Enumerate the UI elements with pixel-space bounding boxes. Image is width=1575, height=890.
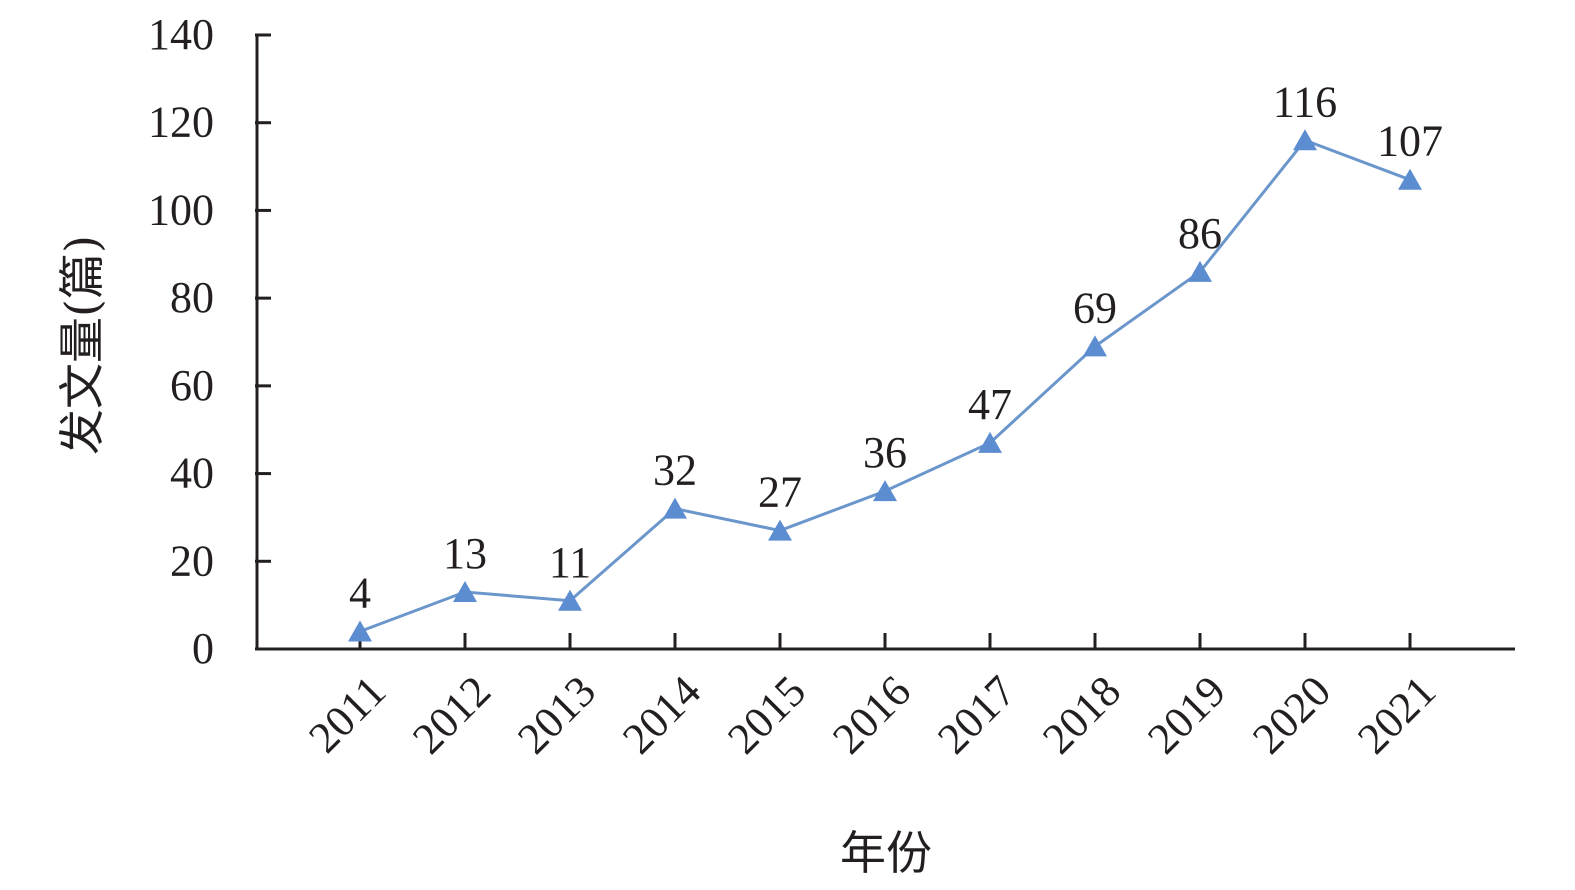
data-point-marker	[978, 431, 1002, 453]
data-point-marker	[663, 497, 687, 519]
x-tick-label: 2011	[299, 666, 395, 762]
x-tick-label: 2020	[1243, 666, 1340, 763]
x-tick-label: 2021	[1348, 666, 1445, 763]
data-label: 69	[1073, 283, 1117, 332]
x-tick-label: 2019	[1138, 666, 1235, 763]
data-label: 11	[549, 538, 591, 587]
series-group	[348, 129, 1422, 642]
x-tick-label: 2014	[613, 666, 710, 763]
y-tick-label: 140	[148, 10, 214, 59]
data-point-marker	[558, 589, 582, 611]
data-label: 86	[1178, 209, 1222, 258]
data-label: 116	[1273, 77, 1337, 126]
data-point-marker	[348, 620, 372, 642]
y-tick-label: 0	[192, 624, 214, 673]
x-tick-label: 2013	[508, 666, 605, 763]
data-point-marker	[1188, 260, 1212, 282]
data-point-marker	[453, 580, 477, 602]
x-tick-label: 2018	[1033, 666, 1130, 763]
data-point-marker	[1293, 129, 1317, 151]
data-point-marker	[768, 519, 792, 541]
y-tick-label: 40	[170, 449, 214, 498]
data-point-marker	[1083, 335, 1107, 357]
data-labels-group: 4 13 11 32 27 36 47 69 86 116 107	[349, 77, 1443, 617]
y-axis: 0 20 40 60 80 100 120 140	[148, 10, 271, 673]
y-tick-label: 100	[148, 185, 214, 234]
data-label: 32	[653, 446, 697, 495]
x-tick-label: 2012	[403, 666, 500, 763]
series-line	[359, 138, 1411, 633]
data-label: 27	[758, 468, 802, 517]
y-tick-label: 120	[148, 98, 214, 147]
data-label: 36	[863, 428, 907, 477]
x-tick-label: 2016	[823, 666, 920, 763]
data-label: 13	[443, 529, 487, 578]
x-axis: 2011 2012 2013 2014 2015 2016 2017 2018 2019 2020…	[257, 633, 1515, 763]
x-tick-label: 2015	[718, 666, 815, 763]
y-tick-label: 60	[170, 361, 214, 410]
data-label: 107	[1377, 117, 1443, 166]
data-label: 4	[349, 568, 371, 617]
x-axis-title: 年份	[840, 826, 932, 880]
data-point-marker	[873, 480, 897, 502]
data-point-marker	[1398, 168, 1422, 190]
data-label: 47	[968, 380, 1012, 429]
x-tick-label: 2017	[928, 666, 1025, 763]
y-axis-title: 发文量(篇)	[55, 235, 109, 455]
y-tick-label: 80	[170, 273, 214, 322]
y-tick-label: 20	[170, 536, 214, 585]
